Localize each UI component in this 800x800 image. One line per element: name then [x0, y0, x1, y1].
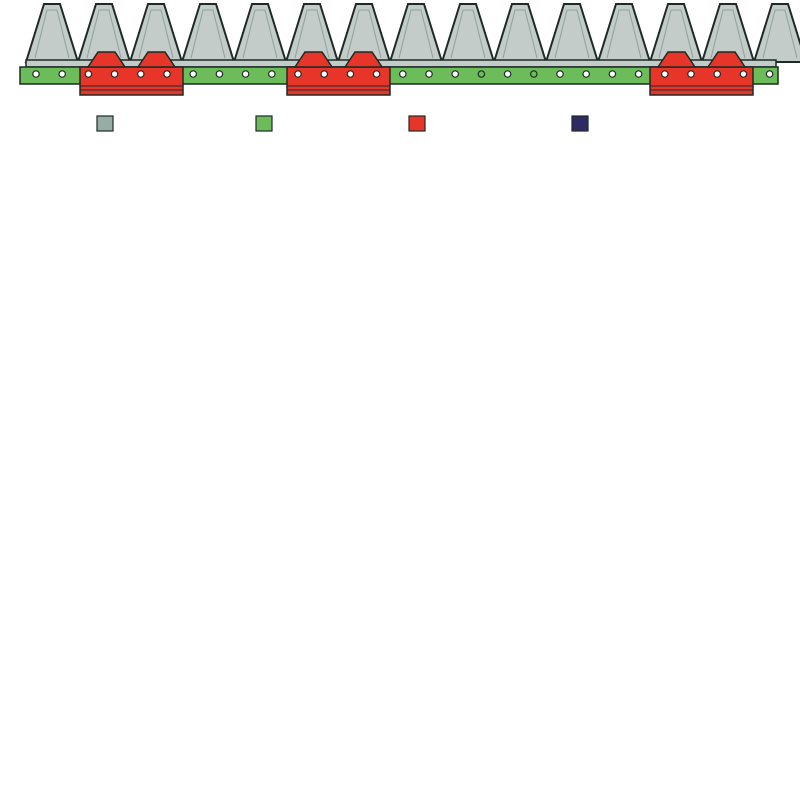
- knife-section: [232, 3, 288, 63]
- knife-edge: [762, 9, 798, 59]
- knife-edge: [34, 9, 70, 59]
- knife-section: [752, 3, 800, 63]
- legend-swatch: [408, 115, 426, 132]
- rivet-hole: [582, 70, 591, 78]
- rivet-hole: [294, 70, 302, 78]
- rivet-hole: [687, 70, 695, 78]
- rivet-hole: [346, 70, 355, 78]
- knife-edge: [554, 9, 590, 59]
- rivet-hole: [241, 70, 250, 78]
- rivet-hole: [372, 70, 381, 78]
- knife-section: [492, 3, 548, 63]
- rivet-holes: [32, 70, 774, 78]
- knife-edge: [502, 9, 538, 59]
- knife-edge: [346, 9, 382, 59]
- knife-section: [440, 3, 496, 63]
- rivet-hole: [529, 70, 538, 78]
- rivet-hole: [189, 70, 198, 78]
- legend-swatch: [96, 115, 114, 132]
- knife-edge: [658, 9, 694, 59]
- rivet-hole: [58, 70, 67, 78]
- rivet-hole: [32, 70, 40, 78]
- knife-edge: [86, 9, 122, 59]
- rivet-hole: [137, 70, 145, 78]
- rivet-hole: [739, 70, 748, 78]
- knife-edge: [190, 9, 226, 59]
- knife-section: [180, 3, 236, 63]
- rivet-hole: [556, 70, 564, 78]
- knife-edge: [294, 9, 330, 59]
- rivet-hole: [320, 70, 329, 78]
- knife-edge: [710, 9, 746, 59]
- rivet-hole: [634, 70, 643, 78]
- rivet-hole: [713, 70, 722, 78]
- guard-lip: [656, 51, 697, 68]
- guard-lip: [343, 51, 384, 68]
- knife-section: [596, 3, 652, 63]
- rivet-hole: [398, 70, 407, 78]
- knife-edge: [450, 9, 486, 59]
- legend: [96, 115, 589, 132]
- rivet-hole: [477, 70, 486, 78]
- knife-edge: [606, 9, 642, 59]
- guard-lip: [136, 51, 177, 68]
- knife-edge: [398, 9, 434, 59]
- rivet-hole: [110, 70, 119, 78]
- rivet-hole: [163, 70, 171, 78]
- rivet-hole: [503, 70, 512, 78]
- guard-lip: [86, 51, 127, 68]
- knife-edge: [138, 9, 174, 59]
- guard-lip: [706, 51, 747, 68]
- rivet-hole: [608, 70, 617, 78]
- rivet-hole: [267, 70, 276, 78]
- knife-section: [388, 3, 444, 63]
- rivet-hole: [425, 70, 433, 78]
- knife-edge: [242, 9, 278, 59]
- guard-lip: [293, 51, 334, 68]
- legend-swatch: [571, 115, 589, 132]
- knife-section: [24, 3, 80, 63]
- rivet-hole: [660, 70, 669, 78]
- knife-section: [544, 3, 600, 63]
- rivet-hole: [84, 70, 93, 78]
- rivet-hole: [765, 70, 774, 78]
- rivet-hole: [451, 70, 460, 78]
- rivet-hole: [215, 70, 224, 78]
- legend-swatch: [255, 115, 273, 132]
